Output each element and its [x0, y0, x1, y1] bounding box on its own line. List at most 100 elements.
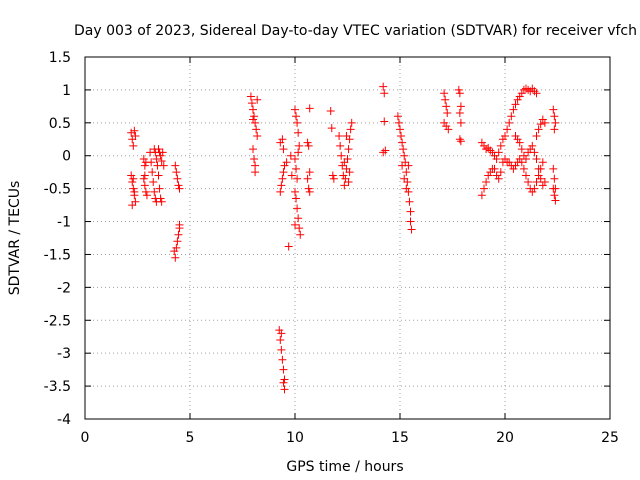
data-point: [293, 204, 302, 213]
data-point: [172, 168, 181, 177]
data-point: [536, 174, 545, 183]
data-point: [394, 118, 403, 127]
data-point: [280, 385, 289, 394]
data-point: [505, 158, 514, 167]
data-point: [503, 125, 512, 134]
data-point: [291, 220, 299, 229]
data-point: [284, 242, 293, 251]
data-point: [540, 118, 549, 127]
tick-layer: [84, 56, 611, 420]
data-point: [280, 161, 289, 170]
data-point: [279, 378, 288, 387]
data-point: [276, 336, 285, 345]
data-point: [277, 345, 286, 354]
data-point: [292, 194, 301, 203]
data-point: [494, 148, 503, 157]
y-tick-label: -1.5: [44, 247, 71, 263]
data-point: [304, 184, 313, 193]
data-point: [490, 151, 499, 160]
data-point: [276, 138, 285, 147]
data-point: [454, 85, 463, 94]
data-point: [291, 187, 299, 196]
data-point: [295, 224, 304, 233]
data-point: [251, 118, 260, 127]
data-point: [275, 326, 284, 335]
y-tick-label: 0: [62, 149, 71, 165]
data-point: [329, 174, 338, 183]
data-point: [397, 131, 406, 140]
data-point: [399, 145, 408, 154]
data-point: [140, 181, 149, 190]
data-point: [338, 161, 347, 170]
data-point: [402, 168, 411, 177]
data-point: [148, 168, 157, 177]
y-axis-label: SDTVAR / TECUs: [7, 181, 23, 296]
data-point: [342, 131, 351, 140]
data-point: [293, 174, 302, 183]
data-point: [344, 145, 353, 154]
data-point: [295, 141, 304, 150]
data-point: [549, 105, 558, 114]
data-point: [304, 141, 313, 150]
data-point: [292, 164, 301, 173]
data-point: [517, 145, 526, 154]
data-point: [513, 95, 522, 104]
data-point: [175, 220, 184, 229]
data-point: [305, 104, 314, 113]
data-point: [509, 164, 518, 173]
x-tick-label: 0: [81, 430, 90, 446]
data-point: [442, 122, 451, 131]
data-point: [326, 106, 335, 115]
data-point: [278, 174, 287, 183]
data-point: [477, 138, 486, 147]
data-point: [139, 174, 148, 183]
data-point: [393, 112, 402, 121]
data-point: [157, 197, 166, 206]
data-point: [340, 158, 349, 167]
x-tick-label: 5: [186, 430, 195, 446]
data-point: [519, 151, 528, 160]
data-point: [303, 138, 312, 147]
data-point: [513, 135, 522, 144]
data-point: [305, 187, 314, 196]
data-point: [522, 155, 530, 164]
data-point: [246, 92, 255, 101]
data-point: [249, 145, 257, 154]
data-point: [141, 187, 150, 196]
data-point: [482, 178, 491, 187]
data-point: [396, 125, 404, 134]
data-point: [247, 99, 256, 108]
data-point: [380, 117, 389, 126]
data-point: [440, 118, 449, 127]
data-point: [347, 118, 356, 127]
data-point: [550, 112, 559, 121]
data-point: [157, 156, 166, 165]
data-point: [253, 131, 262, 140]
data-point: [530, 87, 539, 96]
data-point: [380, 89, 389, 98]
data-point: [406, 207, 415, 216]
data-point: [128, 178, 137, 187]
data-point: [154, 145, 163, 154]
data-point: [340, 181, 349, 190]
data-point: [480, 141, 488, 150]
data-point: [291, 105, 299, 114]
data-point: [131, 131, 140, 140]
data-point: [404, 161, 413, 170]
x-tick-label: 15: [391, 430, 409, 446]
data-point: [505, 118, 514, 127]
data-point: [175, 184, 184, 193]
data-point: [282, 158, 291, 167]
data-point: [129, 141, 138, 150]
y-tick-label: -4: [57, 412, 71, 428]
x-axis-label: GPS time / hours: [286, 459, 403, 475]
data-point: [277, 329, 286, 338]
data-point: [291, 155, 299, 164]
data-point: [477, 191, 486, 200]
data-point: [532, 89, 541, 98]
data-point: [524, 178, 533, 187]
data-point: [279, 365, 288, 374]
data-point: [549, 184, 558, 193]
data-point: [550, 191, 559, 200]
data-point: [509, 105, 518, 114]
